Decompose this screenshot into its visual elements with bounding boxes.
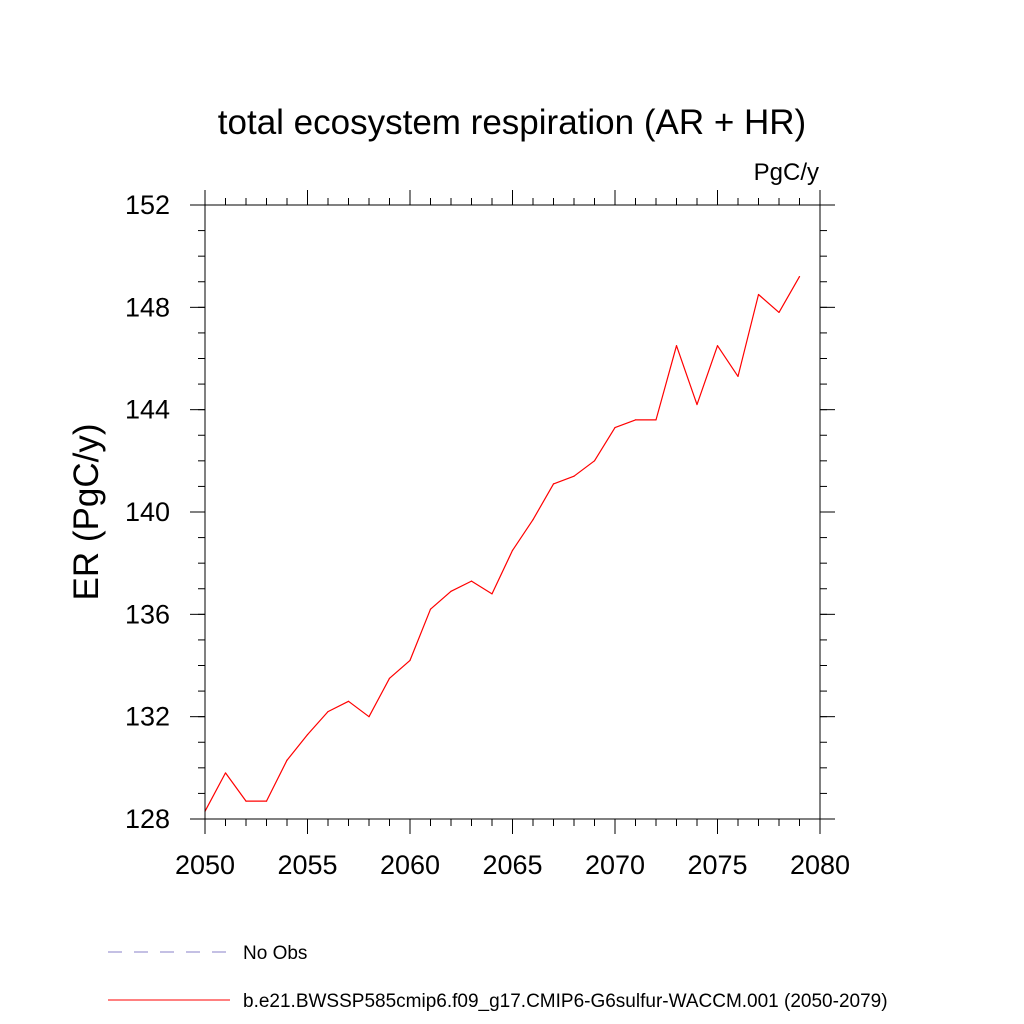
data-point (573, 475, 575, 477)
data-point (286, 759, 288, 761)
x-tick-label: 2075 (687, 850, 747, 880)
x-tick-label: 2050 (175, 850, 235, 880)
data-point (655, 419, 657, 421)
legend: No Obs b.e21.BWSSP585cmip6.f09_g17.CMIP6-… (108, 943, 888, 1012)
y-tick-label: 140 (125, 497, 170, 527)
axis-ticks: 2050 2055 2060 2065 2070 2075 2080 128 132 136 140… (125, 190, 850, 880)
data-point (798, 276, 801, 278)
series-line (204, 276, 801, 812)
y-tick-label: 152 (125, 190, 170, 220)
data-point (429, 608, 432, 610)
data-point (778, 311, 780, 314)
x-tick-label: 2080 (790, 850, 850, 880)
data-point (450, 590, 452, 592)
y-tick-label: 148 (125, 292, 170, 322)
legend-label: b.e21.BWSSP585cmip6.f09_g17.CMIP6-G6sulf… (243, 991, 888, 1012)
data-point (614, 426, 616, 429)
plot-frame (204, 204, 821, 820)
data-point (265, 800, 268, 802)
x-tick-label: 2065 (482, 850, 542, 880)
data-point (245, 800, 247, 802)
data-point (675, 345, 678, 347)
data-point (634, 419, 637, 421)
legend-label: No Obs (243, 943, 307, 964)
data-point (552, 483, 555, 485)
x-tick-label: 2055 (277, 850, 337, 880)
y-tick-label: 136 (125, 599, 170, 629)
data-point (491, 593, 493, 595)
y-tick-label: 132 (125, 702, 170, 732)
data-point (593, 460, 596, 462)
data-point (511, 549, 514, 551)
y-tick-label: 144 (125, 395, 170, 425)
data-point (470, 580, 473, 582)
chart-title: total ecosystem respiration (AR + HR) (218, 103, 806, 142)
data-point (224, 772, 227, 774)
data-point (737, 375, 739, 378)
data-point (368, 716, 370, 718)
data-point (532, 519, 534, 521)
data-point (716, 345, 719, 347)
units-label: PgC/y (754, 159, 819, 186)
y-tick-label: 128 (125, 804, 170, 834)
x-tick-label: 2070 (585, 850, 645, 880)
data-point (347, 700, 350, 702)
data-point (388, 677, 391, 679)
data-point (696, 403, 698, 406)
data-point (757, 293, 760, 296)
data-point (306, 733, 309, 736)
data-point (409, 659, 411, 661)
series-layer (204, 276, 801, 812)
y-axis-label: ER (PgC/y) (67, 424, 106, 601)
x-tick-label: 2060 (380, 850, 440, 880)
data-point (327, 710, 329, 713)
